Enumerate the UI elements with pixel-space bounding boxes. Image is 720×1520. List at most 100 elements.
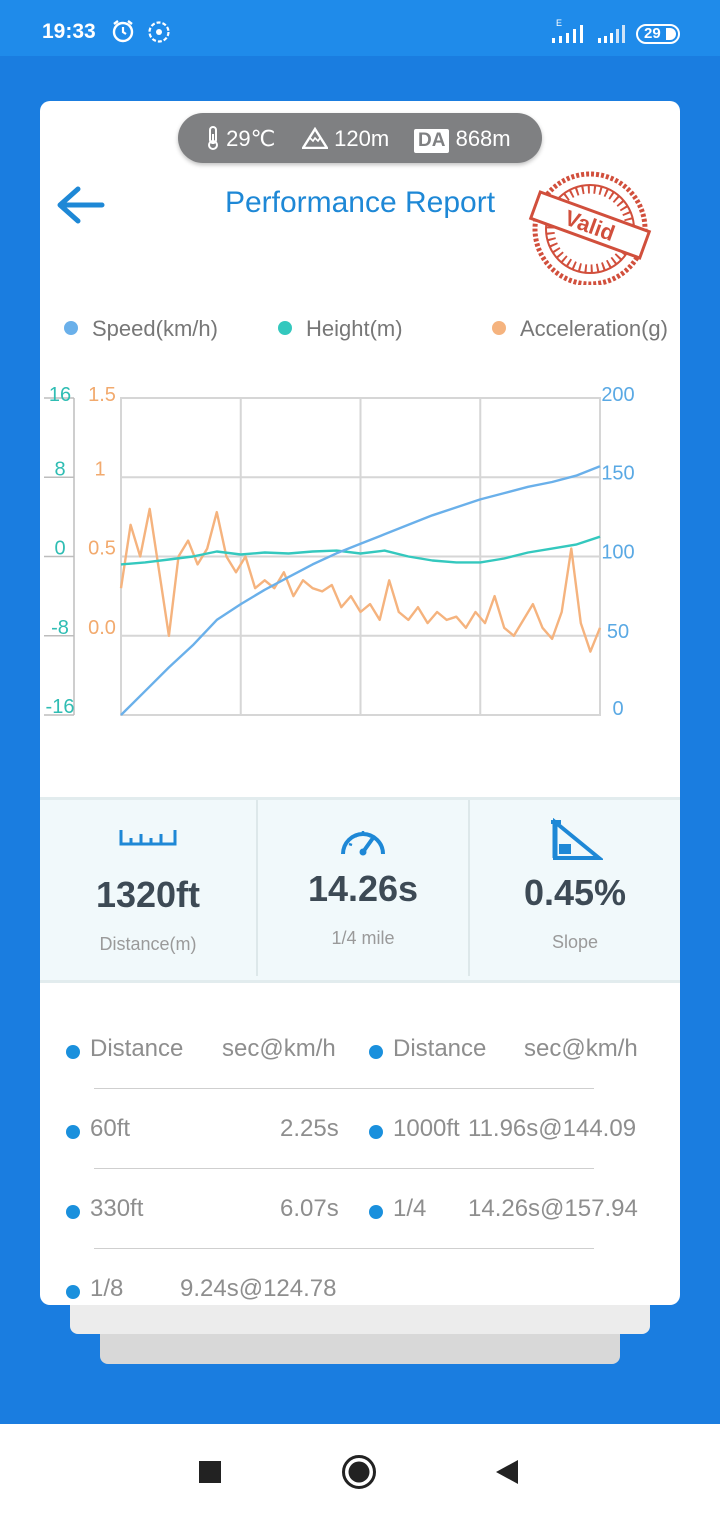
stat-divider <box>468 800 470 976</box>
acceleration-tick-label: 0.5 <box>88 538 116 560</box>
stat-slope: 0.45% Slope <box>470 800 680 980</box>
height-tick-label: -8 <box>51 617 69 639</box>
table-row: 60ft 2.25s 1000ft 11.96s@144.09 <box>40 1109 680 1149</box>
legend-acceleration: Acceleration(g) <box>492 316 668 342</box>
slope-icon <box>551 817 605 860</box>
speed-tick-label: 100 <box>601 542 634 564</box>
altitude-value: 120m <box>334 126 390 151</box>
results-header-row: Distance sec@km/h Distance sec@km/h <box>40 1029 680 1069</box>
speed-tick-label: 50 <box>607 621 629 643</box>
row-divider <box>94 1248 594 1249</box>
speed-tick-label: 150 <box>601 462 634 484</box>
series-height-line <box>120 535 601 566</box>
square-icon <box>199 1461 221 1483</box>
alarm-icon <box>110 18 136 49</box>
ruler-icon <box>119 830 177 846</box>
bullet-dot <box>369 1205 383 1219</box>
stat-slope-label: Slope <box>551 932 599 952</box>
performance-chart: 16 8 0 -8 -16 1.5 1 0.5 0.0 200 150 100 50 0 <box>44 384 635 720</box>
legend-acceleration-dot <box>492 321 506 335</box>
temperature-item: 29℃ <box>206 126 275 152</box>
acceleration-tick-label: 1.5 <box>88 384 116 406</box>
speedometer-icon <box>341 831 385 856</box>
card-stack-back <box>100 1330 620 1364</box>
home-button[interactable] <box>341 1454 377 1495</box>
network-type-label: E <box>556 18 562 28</box>
environment-pill: 29℃ 120m DA 868m <box>178 113 542 163</box>
stat-distance-value: 1320ft <box>95 874 201 915</box>
sync-icon <box>146 18 172 49</box>
triangle-back-icon <box>496 1460 518 1484</box>
stat-distance: 1320ft Distance(m) <box>40 800 256 980</box>
chart-lines <box>119 465 602 716</box>
stat-quarter-mile-label: 1/4 mile <box>331 928 395 948</box>
row-right-value: 11.96s@144.09 <box>468 1115 637 1142</box>
bullet-dot <box>66 1125 80 1139</box>
series-speed-line <box>120 465 601 716</box>
page-title: Performance Report <box>224 186 496 219</box>
header-left-distance: Distance <box>90 1035 184 1062</box>
row-left-value: 2.25s <box>280 1115 339 1142</box>
thermometer-icon <box>208 126 218 150</box>
stats-panel: 1320ft Distance(m) 14.26s 1/4 mile 0.45%… <box>40 797 680 983</box>
system-nav-bar <box>0 1424 720 1520</box>
row-left-value: 9.24s@124.78 <box>180 1275 337 1302</box>
height-tick-label: 16 <box>49 384 71 406</box>
legend-height-label: Height(m) <box>306 316 403 341</box>
density-altitude-value: 868m <box>455 126 511 151</box>
signal-icon: E <box>550 16 590 51</box>
legend-speed: Speed(km/h) <box>64 316 218 342</box>
back-button[interactable] <box>54 183 108 227</box>
card-stack-middle <box>70 1300 650 1334</box>
speed-tick-label: 0 <box>612 698 623 720</box>
bullet-dot <box>369 1045 383 1059</box>
stat-distance-label: Distance(m) <box>99 934 197 954</box>
height-tick-label: 0 <box>54 538 65 560</box>
row-left-distance: 330ft <box>90 1195 144 1222</box>
bullet-dot <box>66 1285 80 1299</box>
status-bar: 19:33 E 29 <box>0 0 720 56</box>
valid-stamp: Valid <box>528 167 652 287</box>
height-tick-label: 8 <box>54 458 65 480</box>
back-arrow-icon <box>57 186 105 224</box>
density-altitude-item: DA 868m <box>414 126 511 153</box>
table-row: 1/8 9.24s@124.78 <box>40 1269 680 1305</box>
row-left-distance: 1/8 <box>90 1275 124 1302</box>
header-right-distance: Distance <box>393 1035 487 1062</box>
table-row: 330ft 6.07s 1/4 14.26s@157.94 <box>40 1189 680 1229</box>
home-circle-icon <box>342 1455 376 1489</box>
chart-axes: 16 8 0 -8 -16 1.5 1 0.5 0.0 200 150 100 50 0 <box>44 384 635 720</box>
signal-2-icon <box>596 16 628 51</box>
recent-apps-button[interactable] <box>198 1460 222 1489</box>
series-acceleration-line <box>119 507 602 653</box>
stat-quarter-mile-value: 14.26s <box>307 868 419 909</box>
row-right-value: 14.26s@157.94 <box>468 1195 638 1222</box>
legend-speed-label: Speed(km/h) <box>92 316 218 341</box>
row-right-distance: 1000ft <box>393 1115 460 1142</box>
legend-height: Height(m) <box>278 316 403 342</box>
acceleration-tick-label: 0.0 <box>88 617 116 639</box>
header-left-secs: sec@km/h <box>222 1035 336 1062</box>
legend-height-dot <box>278 321 292 335</box>
status-time: 19:33 <box>42 20 96 43</box>
da-label: DA <box>414 129 450 153</box>
battery-indicator: 29 <box>636 24 680 44</box>
stat-divider <box>256 800 258 976</box>
stat-quarter-mile: 14.26s 1/4 mile <box>258 800 468 980</box>
back-nav-button[interactable] <box>494 1458 520 1491</box>
altitude-item: 120m <box>300 126 390 152</box>
bullet-dot <box>369 1125 383 1139</box>
height-tick-label: -16 <box>46 696 75 718</box>
row-right-distance: 1/4 <box>393 1195 427 1222</box>
bullet-dot <box>66 1205 80 1219</box>
legend-speed-dot <box>64 321 78 335</box>
report-card: 29℃ 120m DA 868m Performance Report Vali… <box>40 101 680 1305</box>
row-left-value: 6.07s <box>280 1195 339 1222</box>
header-right-secs: sec@km/h <box>524 1035 638 1062</box>
speed-tick-label: 200 <box>601 384 634 406</box>
chart-grid <box>120 397 601 716</box>
row-divider <box>94 1088 594 1089</box>
mountain-icon <box>300 126 330 150</box>
acceleration-tick-label: 1 <box>94 458 105 480</box>
row-divider <box>94 1168 594 1169</box>
